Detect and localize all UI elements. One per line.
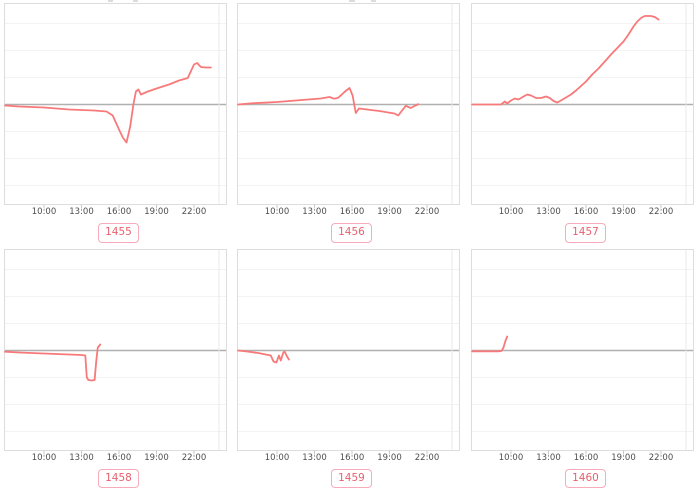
chart-cell: 10:00 13:00 16:00 19:00 22:00 1459 [233,246,467,492]
x-tick-label: 16:00 [106,452,132,463]
x-tick-label: 22:00 [181,207,207,217]
chart-badge-row: 1460 [471,466,700,489]
chart-panel: 10:00 13:00 16:00 19:00 22:00 [4,248,227,463]
cropped-title-remnant [349,0,355,2]
x-axis-labels: 10:00 13:00 16:00 19:00 22:00 [471,453,694,463]
chart-number-badge[interactable]: 1457 [565,223,606,243]
x-tick-label: 16:00 [573,207,599,217]
chart-badge-row: 1458 [4,466,233,489]
chart-number-badge[interactable]: 1456 [331,223,372,243]
x-tick-label: 10:00 [31,207,57,217]
x-tick-label: 13:00 [69,207,94,217]
chart-canvas [471,3,694,209]
x-tick-label: 10:00 [31,452,57,463]
x-tick-label: 22:00 [648,207,674,217]
x-axis-labels: 10:00 13:00 16:00 19:00 22:00 [237,207,460,217]
x-axis-labels: 10:00 13:00 16:00 19:00 22:00 [237,453,460,463]
chart-cell: 10:00 13:00 16:00 19:00 22:00 1455 [0,0,233,246]
chart-canvas [237,3,460,209]
chart-badge-row: 1457 [471,220,700,243]
x-tick-label: 22:00 [181,452,207,463]
x-tick-label: 10:00 [498,207,524,217]
x-tick-label: 16:00 [339,207,365,217]
x-tick-label: 10:00 [264,207,290,217]
x-tick-label: 19:00 [377,207,402,217]
series-line [237,349,290,363]
x-axis-labels: 10:00 13:00 16:00 19:00 22:00 [4,207,227,217]
x-tick-label: 10:00 [498,452,524,463]
x-tick-label: 16:00 [106,207,132,217]
x-tick-label: 19:00 [144,452,169,463]
chart-canvas [4,3,227,209]
x-axis-labels: 10:00 13:00 16:00 19:00 22:00 [4,453,227,463]
chart-canvas [237,248,460,455]
x-tick-label: 22:00 [414,452,440,463]
chart-cell: 10:00 13:00 16:00 19:00 22:00 1460 [467,246,700,492]
x-axis-labels: 10:00 13:00 16:00 19:00 22:00 [471,207,694,217]
x-tick-label: 22:00 [414,207,440,217]
chart-number-badge[interactable]: 1455 [98,223,139,243]
chart-canvas [4,248,227,455]
series-line [4,343,102,381]
x-tick-label: 13:00 [302,452,327,463]
x-tick-label: 13:00 [536,207,561,217]
chart-number-badge[interactable]: 1459 [331,468,372,489]
x-tick-label: 16:00 [573,452,599,463]
x-tick-label: 19:00 [144,207,169,217]
cropped-title-remnant [108,0,113,2]
x-tick-label: 13:00 [536,452,561,463]
chart-canvas [471,248,694,455]
chart-panel: 10:00 13:00 16:00 19:00 22:00 [237,248,460,463]
x-tick-label: 13:00 [69,452,94,463]
x-tick-label: 19:00 [611,452,636,463]
x-tick-label: 16:00 [339,452,365,463]
x-tick-label: 19:00 [377,452,402,463]
chart-panel: 10:00 13:00 16:00 19:00 22:00 [4,3,227,217]
chart-badge-row: 1455 [4,220,233,243]
chart-panel: 10:00 13:00 16:00 19:00 22:00 [471,248,694,463]
chart-cell: 10:00 13:00 16:00 19:00 22:00 1458 [0,246,233,492]
series-line [237,87,420,117]
series-line [471,335,509,352]
chart-number-badge[interactable]: 1460 [565,468,606,489]
chart-cell: 10:00 13:00 16:00 19:00 22:00 1457 [467,0,700,246]
series-line [4,62,212,144]
chart-badge-row: 1459 [237,466,466,489]
chart-panel: 10:00 13:00 16:00 19:00 22:00 [471,3,694,217]
x-tick-label: 19:00 [611,207,636,217]
x-tick-label: 22:00 [648,452,674,463]
x-tick-label: 13:00 [302,207,327,217]
x-tick-label: 10:00 [264,452,290,463]
cropped-title-remnant [133,0,138,2]
chart-badge-row: 1456 [237,220,466,243]
chart-cell: 10:00 13:00 16:00 19:00 22:00 1456 [233,0,467,246]
chart-number-badge[interactable]: 1458 [98,468,139,489]
series-line [471,15,660,106]
cropped-title-remnant [371,0,376,2]
chart-panel: 10:00 13:00 16:00 19:00 22:00 [237,3,460,217]
